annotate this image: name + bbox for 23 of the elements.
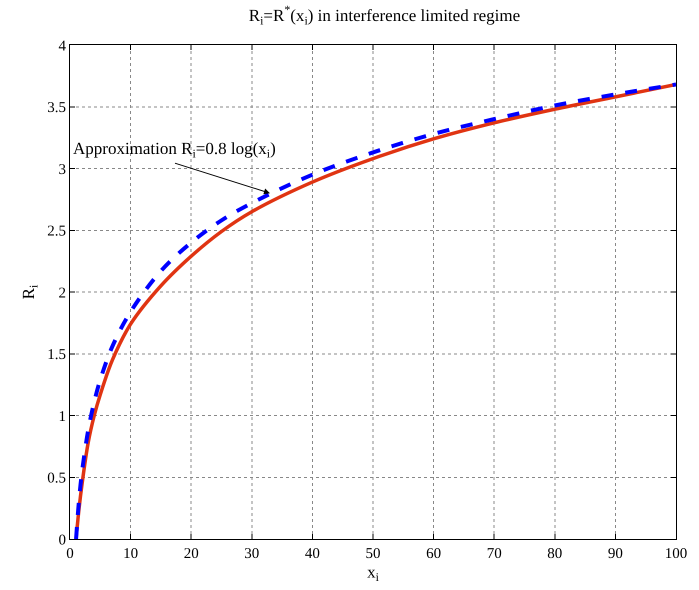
x-tick-label: 10: [123, 546, 138, 562]
x-tick-label: 100: [664, 546, 688, 562]
line-series: [74, 82, 676, 539]
y-tick-label: 1: [58, 408, 66, 425]
x-axis-title: x$_{i}$: [367, 562, 380, 584]
x-tick-label: 60: [426, 546, 442, 562]
y-tick-label: 1.5: [47, 347, 66, 363]
x-tick-label: 50: [366, 546, 380, 562]
y-tick-label: 0.5: [47, 470, 66, 486]
x-tick-label: 70: [486, 546, 502, 562]
x-tick-label: 40: [304, 546, 320, 562]
y-tick-label: 4: [58, 38, 66, 54]
y-tick-label: 3: [58, 162, 66, 178]
chart-title: R$_{i}$=R$^{*}$(x$_{i}$) in interference limited regime: [248, 2, 520, 28]
y-tick-label: 2: [58, 285, 66, 302]
x-tick-label: 20: [184, 546, 199, 562]
y-tick-label: 3.5: [47, 100, 66, 116]
x-tick-label: 30: [244, 546, 260, 562]
annotation: Approximation R$_{i}$=0.8 log(x$_{i}$): [73, 139, 276, 161]
y-tick-label: 2.5: [47, 224, 66, 240]
x-tick-label: 80: [547, 546, 562, 562]
x-tick-label: 90: [608, 546, 623, 562]
y-tick-label: 0: [58, 532, 66, 548]
